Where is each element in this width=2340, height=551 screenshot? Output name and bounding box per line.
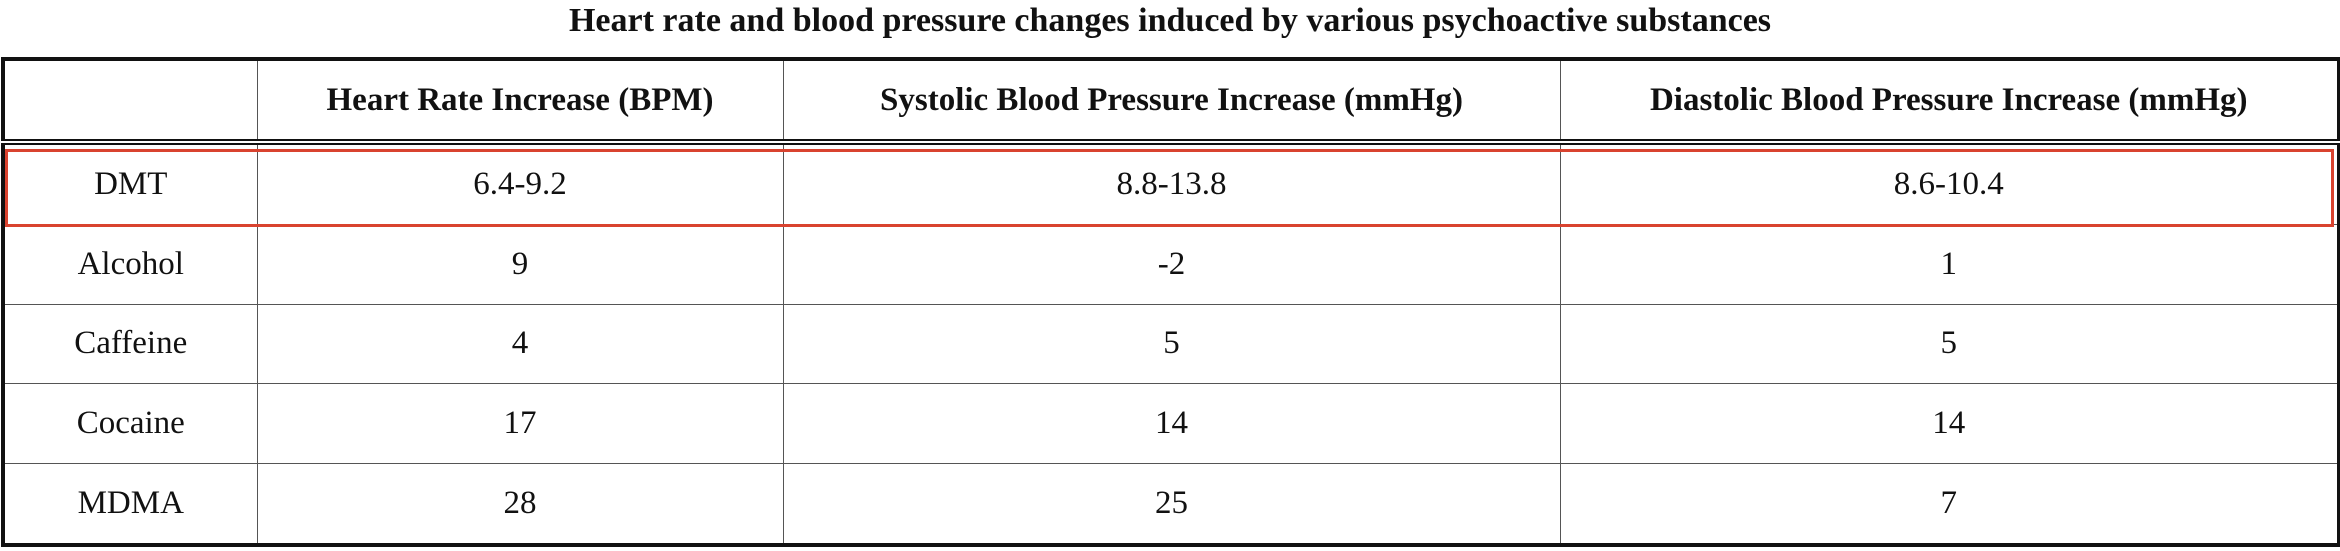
row-label: Alcohol — [2, 223, 258, 305]
table-row-alcohol: Alcohol 9 -2 1 — [2, 223, 2340, 305]
table-row-dmt: DMT 6.4-9.2 8.8-13.8 8.6-10.4 — [2, 141, 2340, 225]
header-systolic: Systolic Blood Pressure Increase (mmHg) — [782, 58, 1561, 145]
row-label: Caffeine — [2, 303, 258, 385]
heart-rate-value: 4 — [256, 303, 784, 385]
systolic-value: 14 — [782, 383, 1561, 465]
diastolic-value: 7 — [1559, 463, 2340, 546]
header-diastolic: Diastolic Blood Pressure Increase (mmHg) — [1559, 58, 2340, 145]
heart-rate-value: 9 — [256, 223, 784, 305]
table-row-cocaine: Cocaine 17 14 14 — [2, 383, 2340, 465]
substances-table: Heart Rate Increase (BPM) Systolic Blood… — [1, 57, 2340, 547]
heart-rate-value: 6.4-9.2 — [256, 141, 784, 225]
systolic-value: 5 — [782, 303, 1561, 385]
data-table-container: Heart Rate Increase (BPM) Systolic Blood… — [1, 57, 2340, 547]
systolic-value: 25 — [782, 463, 1561, 546]
heart-rate-value: 17 — [256, 383, 784, 465]
systolic-value: 8.8-13.8 — [782, 141, 1561, 225]
row-label: DMT — [2, 141, 258, 225]
header-heart-rate: Heart Rate Increase (BPM) — [256, 58, 784, 145]
diastolic-value: 14 — [1559, 383, 2340, 465]
systolic-value: -2 — [782, 223, 1561, 305]
header-cell-empty — [2, 58, 258, 145]
diastolic-value: 5 — [1559, 303, 2340, 385]
table-row-mdma: MDMA 28 25 7 — [2, 463, 2340, 546]
table-header-row: Heart Rate Increase (BPM) Systolic Blood… — [2, 58, 2340, 145]
diastolic-value: 1 — [1559, 223, 2340, 305]
heart-rate-value: 28 — [256, 463, 784, 546]
row-label: MDMA — [2, 463, 258, 546]
table-row-caffeine: Caffeine 4 5 5 — [2, 303, 2340, 385]
table-title: Heart rate and blood pressure changes in… — [568, 2, 1772, 39]
diastolic-value: 8.6-10.4 — [1559, 141, 2340, 225]
row-label: Cocaine — [2, 383, 258, 465]
